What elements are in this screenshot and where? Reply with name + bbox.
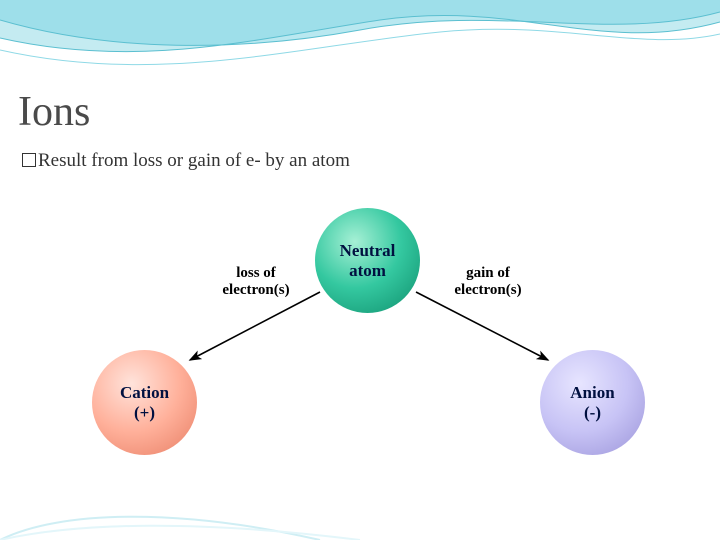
edge-label-loss-l2: electron(s) xyxy=(222,282,289,298)
footer-curve xyxy=(0,500,720,540)
edge-label-gain: gain of electron(s) xyxy=(438,265,538,300)
node-neutral: Neutral atom xyxy=(315,208,420,313)
edge-label-loss-l1: loss of xyxy=(236,265,276,281)
edge-label-loss: loss of electron(s) xyxy=(206,265,306,300)
bullet-text: Result from loss or gain of e- by an ato… xyxy=(38,150,350,171)
header-wave xyxy=(0,0,720,95)
bullet-row: Result from loss or gain of e- by an ato… xyxy=(22,150,350,172)
node-anion-l1: Anion xyxy=(570,383,614,403)
page-title: Ions xyxy=(18,88,90,136)
node-neutral-l1: Neutral xyxy=(340,241,396,261)
edge-gain xyxy=(416,292,548,360)
node-neutral-l2: atom xyxy=(349,261,386,281)
node-cation-l1: Cation xyxy=(120,383,169,403)
ions-diagram: loss of electron(s) gain of electron(s) … xyxy=(90,200,650,460)
node-cation-l2: (+) xyxy=(134,403,155,423)
bullet-icon xyxy=(22,153,36,167)
node-cation: Cation (+) xyxy=(92,350,197,455)
node-anion-l2: (-) xyxy=(584,403,601,423)
node-anion: Anion (-) xyxy=(540,350,645,455)
edge-label-gain-l2: electron(s) xyxy=(454,282,521,298)
edge-loss xyxy=(190,292,320,360)
edge-label-gain-l1: gain of xyxy=(466,265,510,281)
